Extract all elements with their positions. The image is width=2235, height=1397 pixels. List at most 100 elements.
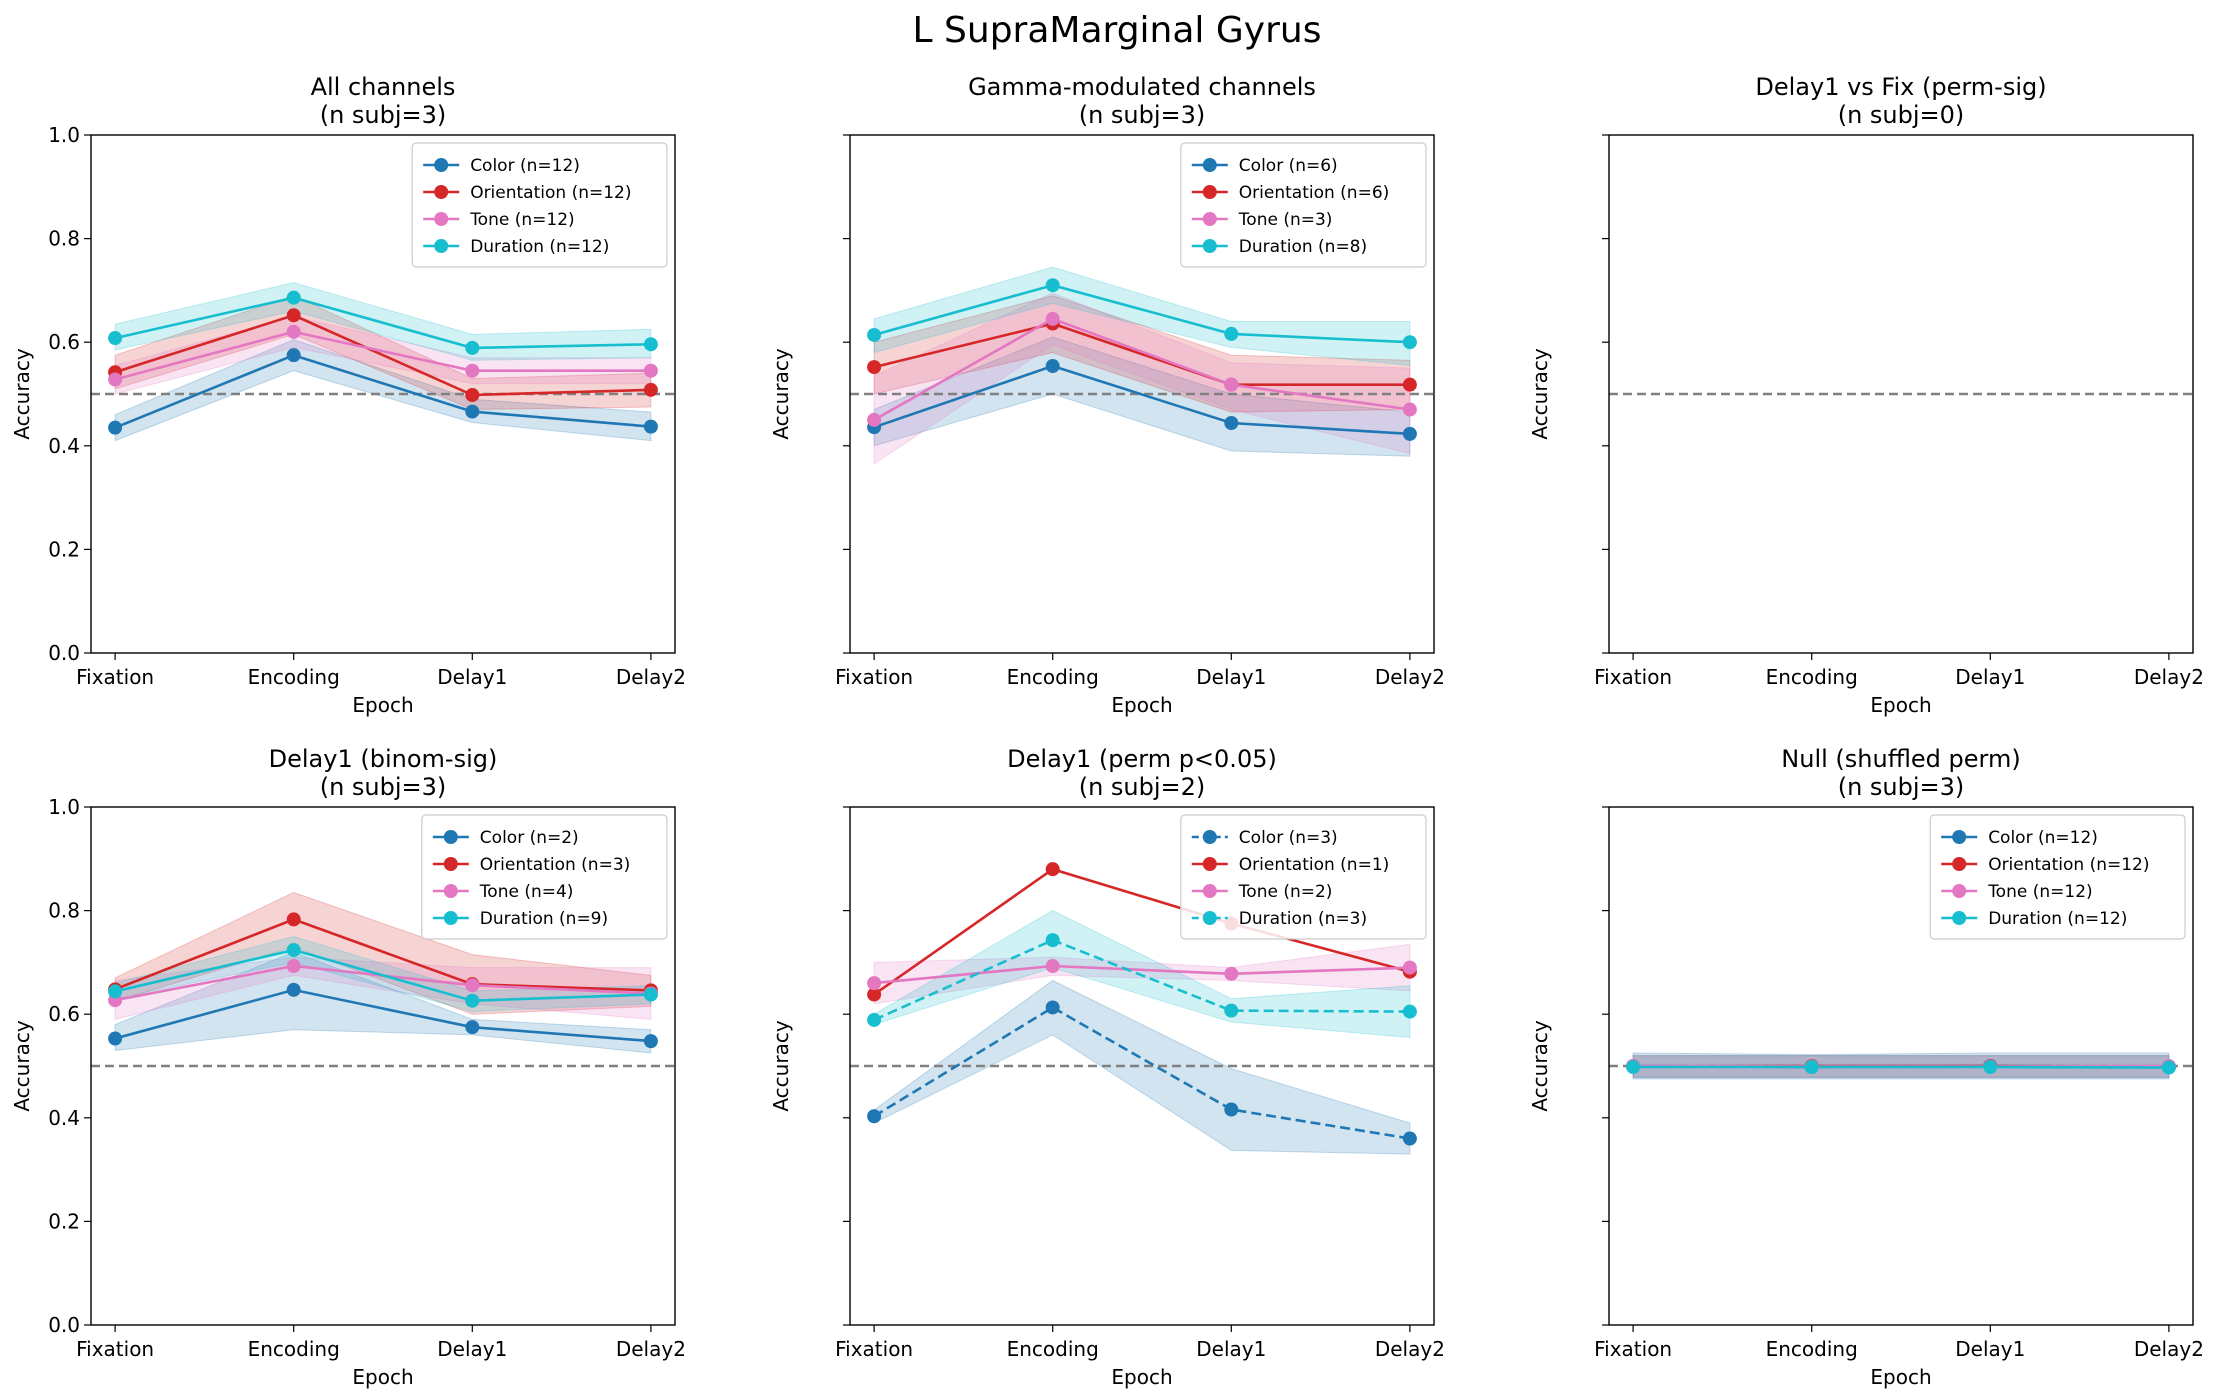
- legend-label-color: Color (n=3): [1239, 828, 1338, 848]
- panel-subtitle: (n subj=3): [1838, 773, 1965, 801]
- panel-title: Delay1 (binom-sig): [269, 745, 498, 773]
- chart-panel-3: Delay1 vs Fix (perm-sig)(n subj=0) Fixati…: [1528, 73, 2204, 717]
- y-tick-label: 0.6: [48, 330, 80, 354]
- legend-label-color: Color (n=12): [1988, 828, 2098, 848]
- y-tick-label: 0.4: [48, 1106, 80, 1130]
- series-line-color: [873, 364, 1410, 436]
- data-point-color: [867, 1109, 882, 1124]
- legend-label-orientation: Orientation (n=12): [470, 183, 631, 203]
- data-point-color: [1045, 359, 1060, 374]
- ci-band-duration: [873, 266, 1411, 367]
- legend-label-orientation: Orientation (n=6): [1239, 183, 1389, 203]
- data-point-tone: [1402, 960, 1417, 975]
- data-point-color: [1402, 426, 1417, 441]
- legend-marker-orientation: [443, 857, 458, 871]
- data-point-color: [1224, 1102, 1239, 1117]
- legend-marker-color: [1202, 158, 1217, 172]
- y-tick-label: 0.6: [48, 1002, 80, 1026]
- chart-panel-5: Delay1 (perm p<0.05)(n subj=2) Fixation En…: [769, 745, 1445, 1389]
- axes-frame: [849, 806, 1435, 1326]
- panel-subtitle: (n subj=3): [1079, 101, 1206, 129]
- legend-label-duration: Duration (n=8): [1239, 237, 1367, 257]
- legend-box: [421, 814, 668, 940]
- data-point-duration: [108, 984, 123, 999]
- panel-subtitle: (n subj=3): [320, 773, 447, 801]
- data-point-tone: [465, 363, 480, 378]
- y-axis-label: Accuracy: [10, 348, 34, 439]
- data-point-color: [1045, 1000, 1060, 1015]
- series-line-duration: [114, 948, 651, 1003]
- data-point-duration: [1804, 1060, 1819, 1075]
- chart-panel-1: All channels(n subj=3) 0.0 0.2 0.4 0.6 0.8 1.0…: [10, 73, 686, 717]
- x-tick-label: Fixation: [835, 1337, 913, 1361]
- data-point-orientation: [867, 360, 882, 375]
- legend-box: [1180, 814, 1427, 940]
- axes-frame: [90, 806, 676, 1326]
- x-axis-label: Epoch: [1111, 693, 1172, 717]
- legend-label-color: Color (n=6): [1239, 156, 1338, 176]
- panel-title: All channels: [311, 73, 456, 101]
- legend-marker-color: [434, 158, 449, 172]
- x-tick-label: Fixation: [76, 1337, 154, 1361]
- y-tick-label: 0.8: [48, 227, 80, 251]
- y-tick-label: 1.0: [48, 123, 80, 147]
- x-tick-label: Delay2: [616, 665, 686, 689]
- y-tick-label: 0.2: [48, 1209, 80, 1233]
- x-tick-label: Encoding: [1766, 1337, 1858, 1361]
- x-axis-label: Epoch: [1870, 693, 1931, 717]
- legend-marker-tone: [1202, 212, 1217, 226]
- y-axis-label: Accuracy: [769, 348, 793, 439]
- legend: Color (n=2) Orientation (n=3) Tone (n=4) Du…: [421, 814, 668, 940]
- legend-label-duration: Duration (n=9): [480, 909, 608, 929]
- ci-band-color: [873, 979, 1411, 1155]
- data-point-duration: [465, 993, 480, 1008]
- legend-label-tone: Tone (n=3): [1238, 210, 1333, 230]
- legend-label-tone: Tone (n=12): [1987, 882, 2092, 902]
- data-point-duration: [1224, 1003, 1239, 1018]
- data-point-duration: [1045, 933, 1060, 948]
- x-tick-label: Encoding: [1766, 665, 1858, 689]
- legend-marker-color: [1202, 830, 1217, 844]
- x-tick-label: Delay2: [616, 1337, 686, 1361]
- axes-frame: [1608, 134, 2194, 654]
- data-point-orientation: [286, 308, 301, 323]
- panel-subtitle: (n subj=3): [320, 101, 447, 129]
- data-point-tone: [643, 363, 658, 378]
- y-tick-label: 0.2: [48, 537, 80, 561]
- y-axis-label: Accuracy: [1528, 1020, 1552, 1111]
- figure-title: L SupraMarginal Gyrus: [913, 10, 1322, 51]
- legend: Color (n=12) Orientation (n=12) Tone (n=12…: [1929, 814, 2186, 940]
- legend-marker-tone: [1202, 884, 1217, 898]
- series-line-tone: [873, 964, 1410, 985]
- panel-subtitle: (n subj=0): [1838, 101, 1965, 129]
- data-point-duration: [643, 337, 658, 352]
- x-axis-label: Epoch: [352, 1365, 413, 1389]
- series-line-orientation: [873, 867, 1411, 996]
- panel-title: Delay1 (perm p<0.05): [1007, 745, 1277, 773]
- legend: Color (n=6) Orientation (n=6) Tone (n=3) Du…: [1180, 142, 1427, 268]
- data-point-tone: [867, 412, 882, 427]
- x-axis-label: Epoch: [1111, 1365, 1172, 1389]
- chart-panel-6: Null (shuffled perm)(n subj=3) Fixation En…: [1528, 745, 2204, 1389]
- series-line-orientation: [114, 313, 651, 397]
- x-axis-label: Epoch: [352, 693, 413, 717]
- legend-label-orientation: Orientation (n=1): [1239, 855, 1389, 875]
- legend-label-orientation: Orientation (n=3): [480, 855, 630, 875]
- data-point-tone: [1402, 402, 1417, 417]
- data-point-duration: [2161, 1060, 2176, 1075]
- panel-title: Null (shuffled perm): [1781, 745, 2020, 773]
- series-line-color: [114, 353, 652, 429]
- series-line-duration: [873, 938, 1410, 1022]
- legend-marker-color: [443, 830, 458, 844]
- y-tick-label: 0.0: [48, 641, 80, 665]
- data-point-duration: [465, 340, 480, 355]
- x-tick-label: Delay1: [437, 665, 507, 689]
- data-point-orientation: [465, 388, 480, 403]
- data-point-duration: [1402, 335, 1417, 350]
- data-point-duration: [867, 1012, 882, 1027]
- data-point-orientation: [1402, 377, 1417, 392]
- data-point-color: [108, 420, 123, 435]
- panel-subtitle: (n subj=2): [1079, 773, 1206, 801]
- panel-title: Delay1 vs Fix (perm-sig): [1755, 73, 2046, 101]
